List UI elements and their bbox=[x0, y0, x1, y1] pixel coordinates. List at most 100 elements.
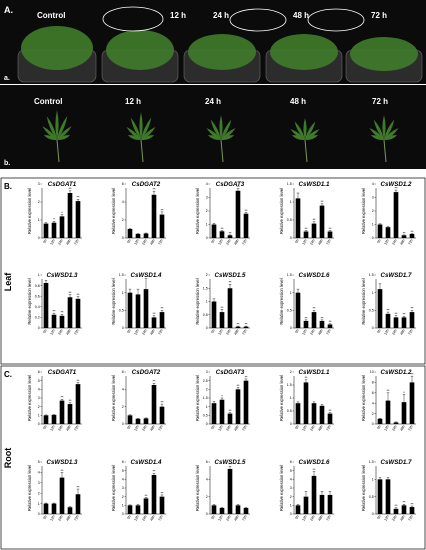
bar bbox=[219, 231, 225, 238]
significance-mark: ** bbox=[160, 306, 164, 311]
x-tick-label: 24h bbox=[141, 515, 147, 522]
x-tick-label: 72h bbox=[407, 425, 413, 432]
y-tick-label: 4 bbox=[206, 182, 208, 186]
petiole bbox=[140, 139, 144, 163]
y-tick-label: 1 bbox=[206, 405, 208, 409]
x-tick-label: 24h bbox=[309, 515, 315, 522]
x-tick-label: 24h bbox=[141, 329, 147, 336]
leaflet bbox=[42, 126, 57, 140]
petiole bbox=[383, 139, 387, 163]
y-tick-label: 1 bbox=[38, 273, 40, 277]
panel-b-sublabel: b. bbox=[4, 160, 10, 167]
panel-B-letter: B. bbox=[4, 182, 12, 191]
a-label-72h: 72 h bbox=[371, 11, 387, 20]
leaf-4 bbox=[369, 115, 399, 163]
x-tick-label: 72h bbox=[241, 425, 247, 432]
y-tick-label: 0 bbox=[290, 326, 292, 330]
chart-title: CsWSD1.5 bbox=[215, 272, 247, 279]
bar bbox=[143, 498, 149, 514]
significance-mark: ** bbox=[228, 230, 232, 235]
chart-title: CsDGAT1 bbox=[48, 181, 77, 188]
y-tick-label: 1.5 bbox=[287, 383, 292, 387]
inset-circles bbox=[102, 6, 365, 32]
leaflet bbox=[384, 135, 398, 141]
y-tick-label: 5 bbox=[122, 469, 124, 473]
y-tick-label: 0 bbox=[206, 422, 208, 426]
y-tick-label: 0 bbox=[122, 236, 124, 240]
leaflet bbox=[139, 112, 143, 140]
y-tick-label: 2.5 bbox=[203, 379, 208, 383]
significance-mark: ** bbox=[410, 306, 414, 311]
x-tick-label: 12h bbox=[383, 425, 389, 432]
y-tick-label: 0 bbox=[38, 236, 40, 240]
y-tick-label: 0.6 bbox=[35, 294, 40, 298]
y-tick-label: 1 bbox=[290, 200, 292, 204]
x-tick-label: 0h bbox=[294, 425, 299, 430]
y-axis-label: Relative expression level bbox=[195, 465, 200, 511]
significance-mark: ** bbox=[394, 185, 398, 190]
chart-B-CsWSD1.5: CsWSD1.5 0 0.5 1 1.5 2 Relative expression lev… bbox=[195, 272, 250, 336]
y-axis-label: Relative expression level bbox=[111, 278, 116, 324]
significance-mark: ** bbox=[52, 309, 56, 314]
bar bbox=[235, 389, 241, 424]
leaflet bbox=[373, 119, 384, 140]
y-axis-label: Relative expression level bbox=[361, 465, 366, 511]
x-tick-label: 12h bbox=[383, 239, 389, 246]
x-tick-label: 72h bbox=[73, 425, 79, 432]
y-tick-label: 2 bbox=[38, 491, 40, 495]
y-axis-label: Relative expression level bbox=[195, 188, 200, 234]
bar bbox=[385, 479, 391, 514]
significance-mark: ** bbox=[152, 311, 156, 316]
panel-B-tissue: Leaf bbox=[3, 272, 13, 292]
bar bbox=[151, 385, 157, 424]
significance-mark: ** bbox=[152, 469, 156, 474]
significance-mark: ** bbox=[304, 226, 308, 231]
leaflet bbox=[291, 135, 305, 141]
leaf-3 bbox=[290, 118, 320, 163]
significance-mark: ** bbox=[68, 398, 72, 403]
y-tick-label: 1 bbox=[372, 223, 374, 227]
significance-mark: ** bbox=[76, 484, 80, 489]
bar bbox=[243, 507, 249, 514]
x-tick-label: 12h bbox=[49, 239, 55, 246]
x-tick-label: 48h bbox=[149, 329, 155, 336]
y-tick-label: 4 bbox=[38, 471, 40, 475]
b-label-48h: 48 h bbox=[290, 97, 306, 106]
bar bbox=[51, 503, 57, 514]
x-tick-label: 48h bbox=[399, 425, 405, 432]
x-tick-label: 0h bbox=[294, 329, 299, 334]
x-tick-label: 12h bbox=[49, 515, 55, 522]
leaflet bbox=[384, 119, 395, 140]
x-tick-label: 48h bbox=[65, 329, 71, 336]
bar bbox=[219, 312, 225, 328]
bar bbox=[59, 315, 65, 328]
x-tick-label: 12h bbox=[217, 515, 223, 522]
y-tick-label: 5 bbox=[38, 379, 40, 383]
bar bbox=[409, 507, 415, 514]
bar bbox=[75, 201, 81, 238]
significance-mark: ** bbox=[220, 305, 224, 310]
y-tick-label: 0.5 bbox=[203, 414, 208, 418]
significance-mark: ** bbox=[160, 399, 164, 404]
x-tick-label: 24h bbox=[225, 329, 231, 336]
significance-mark: ** bbox=[320, 199, 324, 204]
x-tick-label: 12h bbox=[301, 515, 307, 522]
x-tick-label: 12h bbox=[49, 425, 55, 432]
leaflet bbox=[305, 135, 319, 141]
chart-B-CsWSD1.2: CsWSD1.2 0 1 2 3 4 Relative expression level 0h… bbox=[361, 181, 416, 246]
x-tick-label: 0h bbox=[210, 425, 215, 430]
y-tick-label: 6 bbox=[122, 460, 124, 464]
b-label-24h: 24 h bbox=[205, 97, 221, 106]
x-tick-label: 48h bbox=[149, 425, 155, 432]
y-tick-label: 3 bbox=[38, 182, 40, 186]
y-axis-label: Relative expression level bbox=[111, 375, 116, 421]
bar bbox=[295, 292, 301, 328]
bar bbox=[235, 326, 241, 328]
significance-mark: ** bbox=[304, 375, 308, 380]
leaflet bbox=[370, 135, 384, 141]
bar bbox=[135, 418, 141, 424]
significance-mark: ** bbox=[320, 315, 324, 320]
x-tick-label: 12h bbox=[217, 329, 223, 336]
y-tick-label: 0.5 bbox=[287, 218, 292, 222]
bar bbox=[377, 289, 383, 328]
